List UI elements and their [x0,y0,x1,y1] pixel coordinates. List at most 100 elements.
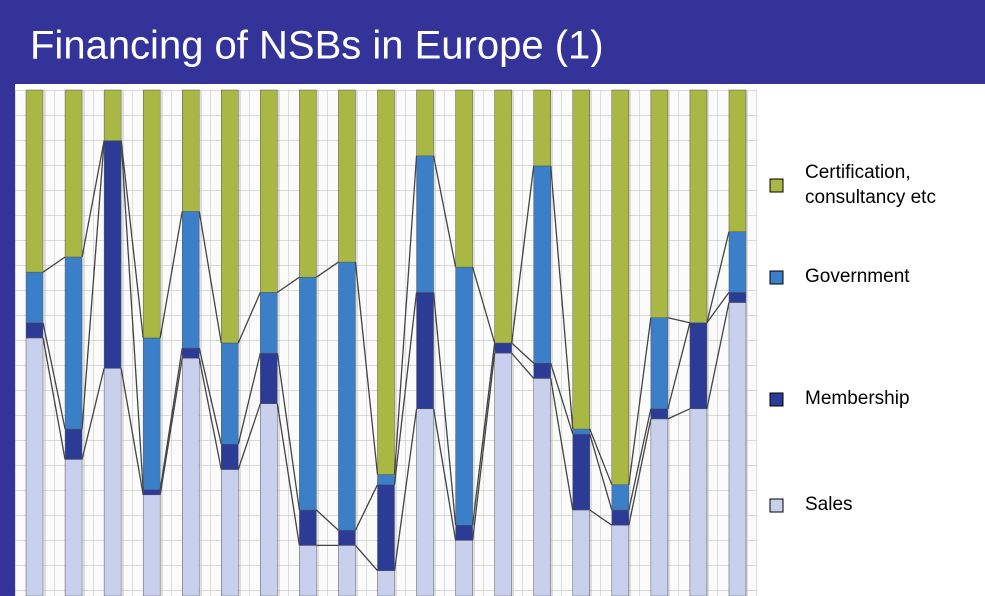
series-line [354,261,379,475]
bar-segment [455,89,473,268]
series-line [276,353,301,511]
bar-segment [181,357,200,596]
series-line [120,140,144,339]
series-line [471,342,496,526]
bar-segment [455,524,473,541]
legend-label: Certification, consultancy etc [805,162,936,208]
series-line [589,428,613,485]
legend-label: Sales [805,494,853,515]
bar-segment [377,570,395,596]
bar-segment [572,428,591,435]
series-line [471,353,496,541]
bar-segment [728,302,747,596]
bar-segment [533,362,551,379]
series-line [667,322,691,409]
bar-segment [728,89,747,232]
bar-segment [25,322,44,339]
series-line [42,256,66,273]
bar-segment [260,292,278,354]
series-line [237,352,261,445]
series-line [589,509,613,526]
bar-segment [299,276,317,511]
series-line [198,347,222,445]
bar-segment [533,165,551,364]
legend-label: Government [805,266,910,287]
bar-segment [416,89,434,157]
bar-segment [338,545,356,596]
series-line [159,347,183,490]
title-bar [0,0,985,84]
bar-segment [25,337,44,596]
bar-segment [377,89,395,475]
bar-segment [650,89,669,318]
series-line [354,544,378,572]
bar-segment [103,89,122,141]
series-line [628,408,652,511]
series-line [628,418,652,526]
bar-segment [572,89,591,430]
bar-segment [533,89,551,167]
left-band [0,84,15,596]
legend-swatch [769,178,784,193]
bar-segment [494,352,512,596]
bar-segment [299,89,317,278]
series-line [589,433,613,511]
series-line [81,368,105,460]
bar-segment [689,89,708,324]
series-line [706,231,730,323]
series-line [198,211,222,344]
bar-segment [455,540,473,596]
bar-segment [221,342,239,445]
bar-segment [142,489,161,496]
bar-segment [338,89,356,263]
series-line [432,292,457,526]
series-line [237,292,261,344]
series-line [276,403,301,546]
series-line [706,302,730,409]
series-line [706,292,730,324]
bar-segment [728,292,747,303]
bar-segment [64,256,83,430]
series-line [198,358,222,470]
series-line [628,317,652,485]
series-line [667,408,691,420]
bar-segment [611,89,630,485]
series-line [511,165,535,344]
bar-segment [494,342,512,354]
bar-segment [260,352,278,404]
bar-segment [338,529,356,546]
bar-segment [650,317,669,410]
bar-segment [416,155,434,293]
bar-segment [533,378,551,596]
bar-segment [611,484,630,511]
bar-segment [25,271,44,324]
bar-segment [650,418,669,596]
bar-segment [260,403,278,596]
series-line [432,408,457,541]
series-line [81,140,105,258]
series-line [667,317,691,324]
bar-segment [728,231,747,293]
bar-segment [64,89,83,258]
bar-segment [572,509,591,596]
series-line [237,403,261,470]
bar-segment [221,443,239,470]
series-line [511,342,535,364]
legend-label: Membership [805,388,910,409]
series-line [81,140,105,430]
bar-segment [611,524,630,596]
series-line [316,261,339,278]
series-line [393,408,418,571]
bar-segment [377,484,395,571]
bar-segment [338,261,356,531]
bar-segment [142,89,161,339]
bar-segment [181,89,200,212]
series-line [42,322,66,430]
bar-segment [416,408,434,596]
bar-segment [103,368,122,596]
chart-title: Financing of NSBs in Europe (1) [30,24,604,68]
series-line [315,509,339,531]
bar-segment [142,337,161,490]
series-line [354,484,379,531]
